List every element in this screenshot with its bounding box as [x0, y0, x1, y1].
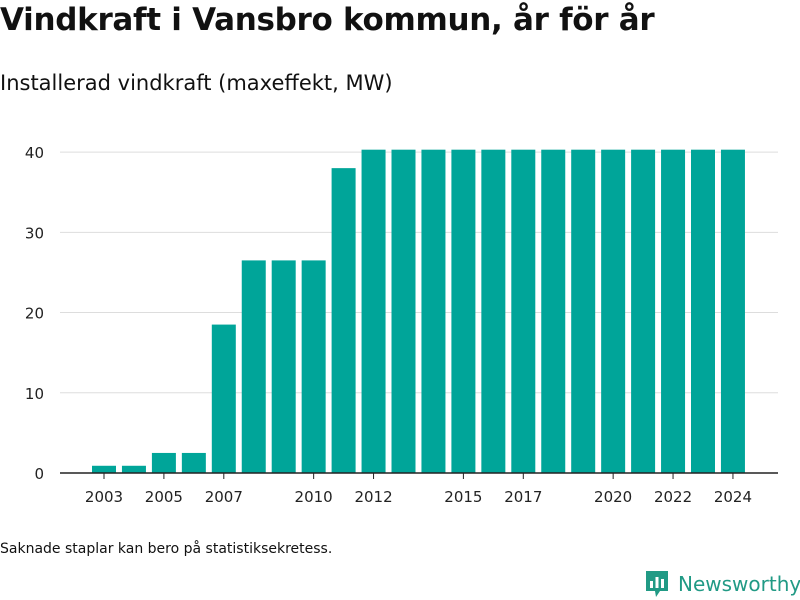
x-tick-label: 2022: [654, 488, 692, 506]
y-tick-label: 0: [34, 465, 44, 483]
y-tick-label: 10: [25, 385, 44, 403]
bar: [241, 260, 266, 473]
bar: [391, 149, 416, 474]
bar: [92, 465, 116, 473]
bar: [541, 149, 566, 474]
bar: [601, 149, 626, 474]
bar: [181, 452, 206, 473]
x-tick-label: 2020: [594, 488, 632, 506]
bar: [691, 149, 715, 474]
brand-logo: Newsworthy: [644, 568, 800, 600]
brand-name: Newsworthy: [678, 572, 800, 596]
footnote: Saknade staplar kan bero på statistiksek…: [0, 541, 333, 557]
bar: [571, 149, 596, 474]
bar: [631, 149, 656, 474]
bar: [511, 149, 536, 474]
y-axis-ticks: 0 10 20 30 40: [25, 144, 44, 483]
bar: [451, 149, 476, 474]
bar: [421, 149, 446, 474]
newsworthy-logo-icon: [646, 571, 668, 597]
bar: [211, 324, 236, 473]
x-tick-label: 2015: [444, 488, 482, 506]
bar: [121, 465, 146, 473]
chart-subtitle: Installerad vindkraft (maxeffekt, MW): [0, 71, 393, 95]
y-tick-label: 20: [25, 305, 44, 323]
bar: [361, 149, 386, 474]
x-axis-ticks: 2003 2005 2007 2010 2012 2015 2017 2020 2022 2024: [85, 473, 752, 506]
bars: [92, 149, 745, 474]
x-tick-label: 2005: [145, 488, 183, 506]
x-tick-label: 2024: [714, 488, 752, 506]
y-tick-label: 40: [25, 144, 44, 162]
x-tick-label: 2010: [295, 488, 333, 506]
x-tick-label: 2017: [504, 488, 542, 506]
bar: [301, 260, 326, 473]
bar: [720, 149, 745, 474]
x-tick-label: 2007: [205, 488, 243, 506]
x-tick-label: 2003: [85, 488, 123, 506]
gridlines: [60, 151, 778, 394]
chart-title: Vindkraft i Vansbro kommun, år för år: [0, 2, 655, 38]
bar: [481, 149, 506, 474]
bar: [271, 260, 296, 473]
y-tick-label: 30: [25, 224, 44, 242]
x-tick-label: 2012: [354, 488, 392, 506]
bar: [661, 149, 686, 474]
bar: [331, 168, 356, 474]
bar: [151, 452, 176, 473]
